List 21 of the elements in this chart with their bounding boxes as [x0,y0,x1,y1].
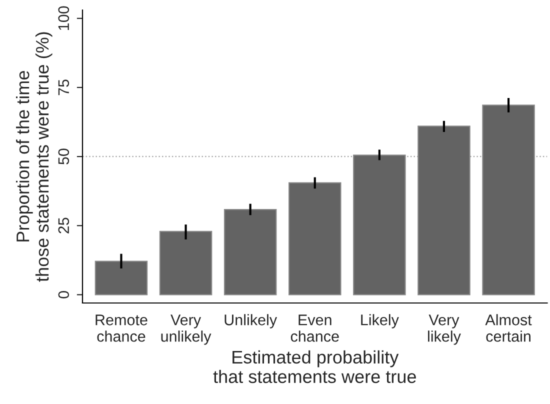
x-tick-label: Very unlikely [161,314,212,345]
bar [418,126,470,296]
bar [482,104,535,296]
y-tick-label: 25 [58,218,70,234]
bar [94,260,148,296]
bar [224,209,277,296]
x-tick-label: Likely [361,314,399,328]
y-axis-title: Proportion of the time those statements were true (%) [16,32,52,282]
y-tick-label: 0 [58,291,70,298]
x-tick-label: Even chance [290,314,339,342]
y-tick-label: 50 [58,148,70,164]
x-tick-label: Very likely [428,314,461,345]
bar [159,230,212,296]
x-tick-label: Almost certain [485,314,532,342]
y-tick-label: 75 [58,80,70,96]
x-tick-label: Unlikely [224,314,278,328]
y-tick-label: 100 [58,6,70,30]
bar [353,154,406,296]
x-tick-label: Remote chance [96,314,148,342]
bar [288,182,342,296]
x-axis-title: Estimated probability that statements were true [213,350,416,384]
